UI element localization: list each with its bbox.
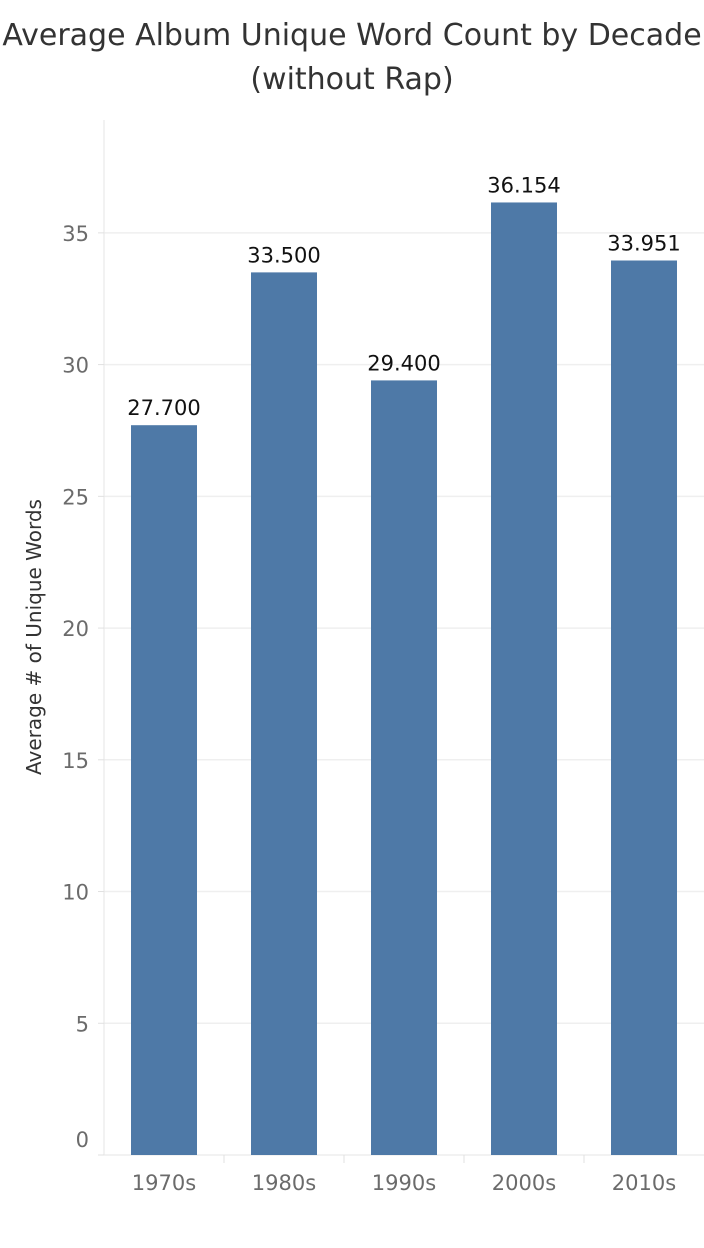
bar xyxy=(611,260,677,1155)
bar-value-label: 33.951 xyxy=(607,232,680,256)
bar-value-label: 27.700 xyxy=(127,396,200,420)
y-tick-label: 15 xyxy=(62,749,89,773)
bar-value-label: 33.500 xyxy=(247,243,320,267)
y-tick-label: 20 xyxy=(62,617,89,641)
x-category-label: 2000s xyxy=(492,1171,556,1195)
x-category-label: 2010s xyxy=(612,1171,676,1195)
bar xyxy=(371,380,437,1156)
chart-title: Average Album Unique Word Count by Decad… xyxy=(2,18,702,97)
x-category-label: 1970s xyxy=(132,1171,196,1195)
y-tick-label: 25 xyxy=(62,485,89,509)
labels: 0 5 10 15 20 25 30 35 27.700 1970s 33.500 1980s 29.4… xyxy=(62,173,680,1195)
y-tick-label: 30 xyxy=(62,354,89,378)
bar xyxy=(251,272,317,1155)
y-tick-label: 5 xyxy=(76,1012,89,1036)
bar-value-label: 36.154 xyxy=(487,173,560,197)
bar-value-label: 29.400 xyxy=(367,351,440,375)
y-axis-title: Average # of Unique Words xyxy=(22,499,46,775)
x-category-label: 1980s xyxy=(252,1171,316,1195)
x-category-label: 1990s xyxy=(372,1171,436,1195)
bar xyxy=(131,425,197,1155)
y-tick-label: 10 xyxy=(62,881,89,905)
y-tick-label: 35 xyxy=(62,222,89,246)
bars xyxy=(131,202,677,1156)
y-tick-label: 0 xyxy=(76,1128,89,1152)
bar xyxy=(491,202,557,1155)
